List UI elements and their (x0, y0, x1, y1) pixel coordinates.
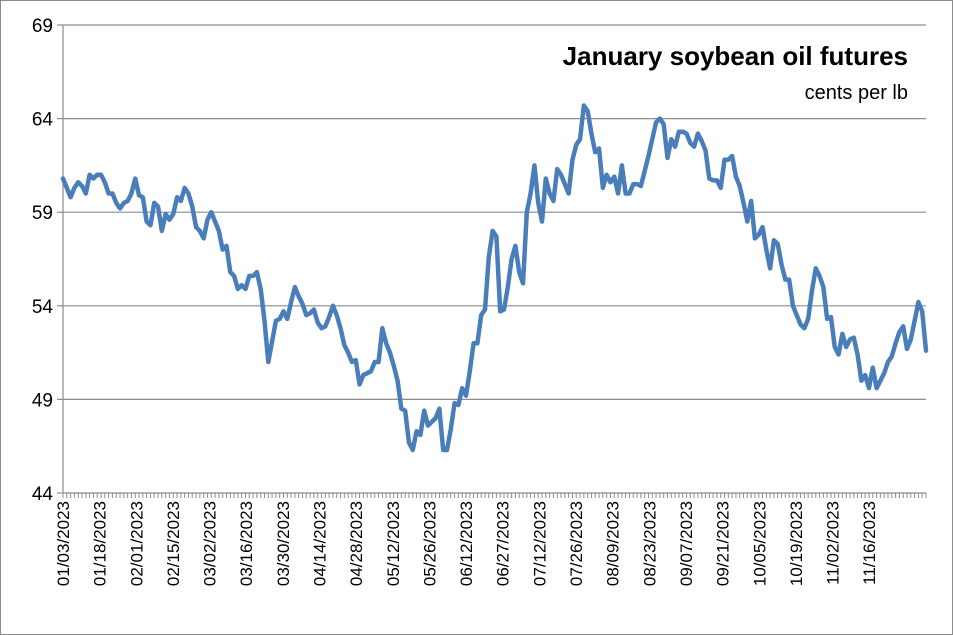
x-tick-label: 06/12/2023 (457, 501, 476, 586)
x-tick-label: 03/30/2023 (274, 501, 293, 586)
x-tick-label: 08/09/2023 (604, 501, 623, 586)
x-tick-label: 04/14/2023 (311, 501, 330, 586)
x-tick-label: 10/05/2023 (750, 501, 769, 586)
y-axis-tick-labels: 44 49 54 59 64 69 (32, 16, 54, 505)
x-tick-label: 11/16/2023 (860, 501, 879, 585)
x-tick-label: 06/27/2023 (494, 501, 513, 586)
x-tick-label: 09/07/2023 (677, 501, 696, 586)
chart-title: January soybean oil futures (563, 41, 908, 71)
series-line (60, 103, 929, 453)
series-layer (60, 103, 929, 453)
x-tick-label: 05/26/2023 (420, 501, 439, 586)
y-tick-label: 49 (32, 390, 53, 411)
y-tick-label: 69 (32, 16, 53, 37)
x-tick-label: 03/16/2023 (237, 501, 256, 586)
x-tick-label: 09/21/2023 (714, 501, 733, 586)
x-tick-label: 11/02/2023 (824, 501, 843, 585)
y-tick-label: 59 (32, 203, 53, 224)
gridlines (57, 24, 926, 494)
x-tick-label: 07/26/2023 (567, 501, 586, 586)
y-tick-label: 64 (32, 110, 54, 131)
x-tick-label: 03/02/2023 (201, 501, 220, 586)
x-tick-label: 01/03/2023 (54, 501, 73, 586)
x-tick-label: 02/15/2023 (164, 501, 183, 586)
chart-subtitle: cents per lb (805, 82, 908, 104)
x-tick-label: 02/01/2023 (127, 501, 146, 586)
x-tick-label: 05/12/2023 (384, 501, 403, 586)
x-axis-tick-labels: 01/03/2023 01/18/2023 02/01/2023 02/15/2023… (54, 493, 927, 586)
x-tick-label: 10/19/2023 (787, 501, 806, 586)
x-tick-label: 01/18/2023 (91, 501, 110, 586)
x-tick-label: 07/12/2023 (530, 501, 549, 586)
x-tick-label: 04/28/2023 (347, 501, 366, 586)
x-tick-label: 08/23/2023 (640, 501, 659, 586)
y-tick-label: 54 (32, 297, 54, 318)
axes (62, 25, 926, 494)
y-tick-label: 44 (32, 484, 54, 505)
